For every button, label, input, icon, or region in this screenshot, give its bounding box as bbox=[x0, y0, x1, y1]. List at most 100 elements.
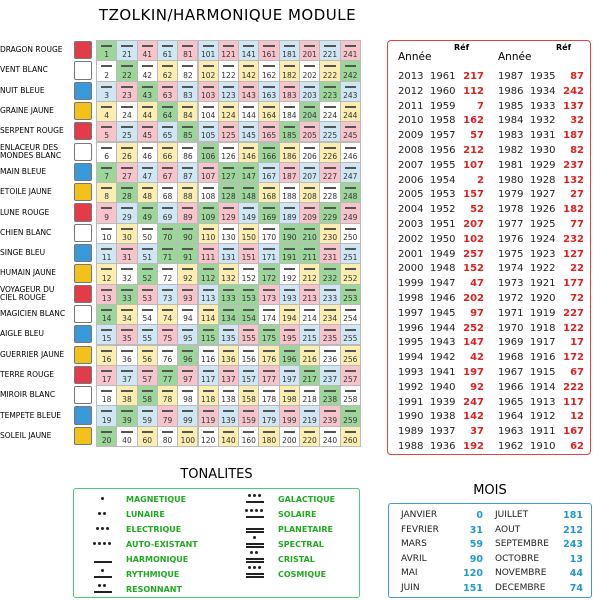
year-value: 1940 bbox=[430, 381, 456, 393]
cell-number: 174 bbox=[261, 314, 277, 324]
tzolkin-cell: 249 bbox=[339, 202, 361, 224]
ref-value: 237 bbox=[563, 159, 584, 171]
cell-glyph bbox=[344, 126, 356, 129]
cell-number: 255 bbox=[343, 334, 358, 344]
tzolkin-cell: 152 bbox=[238, 263, 260, 285]
cell-number: 99 bbox=[183, 415, 193, 425]
cell-number: 120 bbox=[200, 435, 216, 445]
cell-number: 218 bbox=[302, 395, 317, 405]
cell-glyph bbox=[101, 430, 113, 433]
cell-number: 57 bbox=[142, 375, 153, 385]
dot bbox=[95, 527, 99, 530]
cell-glyph bbox=[263, 268, 275, 271]
year-value: 1997 bbox=[398, 307, 424, 319]
tzolkin-cell: 140 bbox=[217, 425, 240, 447]
cell-glyph bbox=[141, 187, 153, 190]
cell-glyph bbox=[141, 248, 153, 250]
cell-number: 165 bbox=[261, 131, 277, 141]
cell-number: 157 bbox=[241, 375, 256, 385]
cell-glyph bbox=[101, 308, 113, 311]
tzolkin-cell: 28 bbox=[116, 182, 138, 204]
tzolkin-cell: 155 bbox=[238, 324, 260, 346]
cell-glyph bbox=[101, 288, 113, 291]
tone-name: COSMIQUE bbox=[278, 570, 327, 579]
seal-icon bbox=[74, 41, 92, 60]
cell-number: 236 bbox=[322, 354, 338, 364]
cell-number: 237 bbox=[322, 375, 338, 385]
cell-glyph bbox=[161, 288, 174, 291]
seal-icon bbox=[74, 365, 92, 385]
cell-glyph bbox=[263, 410, 275, 413]
tzolkin-cell: 17 bbox=[96, 364, 118, 387]
tzolkin-cell: 169 bbox=[258, 202, 280, 224]
tzolkin-cell: 121 bbox=[217, 40, 240, 62]
tzolkin-cell: 178 bbox=[258, 385, 280, 407]
tzolkin-cell: 4 bbox=[96, 100, 118, 123]
cell-glyph bbox=[182, 45, 194, 47]
cell-glyph bbox=[202, 268, 214, 271]
cell-glyph bbox=[161, 65, 174, 68]
cell-number: 10 bbox=[101, 232, 112, 242]
cell-glyph bbox=[263, 288, 275, 291]
cell-glyph bbox=[161, 227, 174, 230]
year-value: 2007 bbox=[398, 159, 424, 171]
year-value: 1987 bbox=[498, 71, 524, 82]
cell-glyph bbox=[324, 85, 336, 88]
dot bbox=[100, 497, 104, 500]
tzolkin-cell: 123 bbox=[217, 80, 240, 102]
tzolkin-cell: 74 bbox=[156, 303, 179, 326]
cell-number: 217 bbox=[302, 375, 317, 385]
cell-glyph bbox=[222, 65, 235, 68]
cell-number: 105 bbox=[200, 131, 216, 141]
year-value: 2006 bbox=[398, 174, 424, 186]
cell-number: 209 bbox=[302, 212, 317, 222]
tzolkin-cell: 113 bbox=[197, 283, 219, 305]
cell-number: 117 bbox=[200, 375, 216, 385]
cell-number: 71 bbox=[162, 253, 173, 263]
year-value: 1976 bbox=[498, 233, 524, 245]
cell-number: 11 bbox=[101, 253, 112, 263]
tzolkin-cell: 139 bbox=[217, 405, 240, 427]
cell-glyph bbox=[121, 105, 133, 108]
tzolkin-cell: 158 bbox=[238, 385, 260, 407]
cell-number: 102 bbox=[200, 70, 216, 80]
cell-number: 16 bbox=[101, 354, 112, 364]
month-name: NOVEMBRE bbox=[495, 568, 547, 578]
year-value: 2001 bbox=[398, 248, 424, 260]
year-value: 1991 bbox=[398, 396, 424, 408]
tzolkin-cell: 206 bbox=[299, 141, 321, 163]
cell-glyph bbox=[283, 126, 295, 129]
cell-number: 186 bbox=[282, 151, 297, 161]
year-value: 1960 bbox=[430, 85, 456, 97]
cell-glyph bbox=[161, 45, 174, 47]
tzolkin-cell: 73 bbox=[156, 283, 179, 305]
month-offset: 181 bbox=[563, 510, 583, 521]
tzolkin-cell: 46 bbox=[136, 141, 158, 163]
seal-name: CHIEN BLANC bbox=[0, 227, 52, 237]
year-value: 1956 bbox=[430, 145, 456, 156]
cell-glyph bbox=[141, 288, 153, 291]
tzolkin-cell: 251 bbox=[339, 243, 361, 265]
tzolkin-cell: 176 bbox=[258, 344, 280, 366]
year-header: Réf bbox=[454, 43, 470, 52]
cell-glyph bbox=[243, 268, 255, 271]
cell-glyph bbox=[283, 268, 295, 271]
cell-number: 48 bbox=[142, 192, 153, 202]
tzolkin-cell: 127 bbox=[217, 161, 240, 184]
tzolkin-cell: 233 bbox=[319, 283, 341, 305]
cell-number: 100 bbox=[180, 435, 195, 445]
cell-glyph bbox=[243, 166, 255, 169]
tzolkin-cell: 148 bbox=[238, 182, 260, 204]
tzolkin-cell: 102 bbox=[197, 60, 219, 82]
cell-glyph bbox=[283, 227, 295, 230]
cell-glyph bbox=[324, 410, 336, 413]
cell-number: 154 bbox=[241, 314, 256, 324]
year-value: 1947 bbox=[430, 278, 456, 290]
cell-glyph bbox=[263, 329, 275, 332]
cell-glyph bbox=[202, 430, 214, 433]
cell-glyph bbox=[182, 65, 194, 68]
tzolkin-cell: 128 bbox=[217, 182, 240, 204]
seal-icon bbox=[74, 81, 92, 100]
year-value: 1948 bbox=[430, 263, 456, 275]
cell-number: 127 bbox=[221, 172, 236, 182]
